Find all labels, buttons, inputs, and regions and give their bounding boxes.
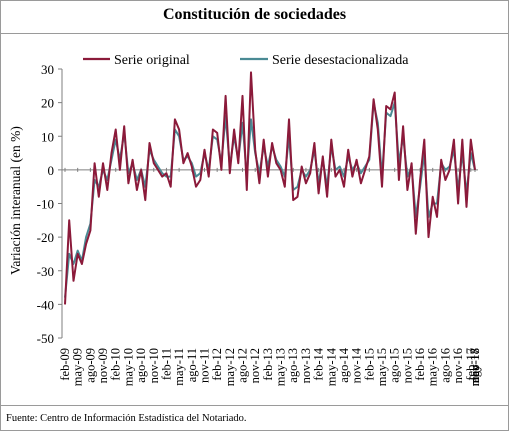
y-tick-label: 0 [48, 163, 55, 178]
x-tick-label: feb-09 [58, 348, 72, 381]
x-tick-label: may-10 [121, 348, 135, 386]
x-tick-label: feb-17 [464, 348, 478, 381]
y-axis-label: Variación interanual (en %) [8, 126, 23, 275]
x-tick-label: nov-13 [299, 348, 313, 383]
x-tick-label: nov-12 [248, 348, 262, 383]
x-tick-label: ago-10 [134, 348, 148, 383]
y-tick-label: -40 [37, 297, 54, 312]
y-tick-label: -50 [37, 331, 54, 346]
x-tick-label: may-17 [468, 348, 482, 386]
x-tick-label: ago-12 [236, 348, 250, 383]
chart-title: Constitución de sociedades [162, 6, 347, 23]
series-line-original [64, 71, 476, 305]
x-tick-label: nov-15 [400, 348, 414, 383]
source-note: Fuente: Centro de Información Estadístic… [6, 413, 247, 424]
x-tick-label: feb-14 [312, 347, 326, 380]
x-tick-label: nov-10 [147, 348, 161, 383]
x-tick-label: feb-11 [159, 348, 173, 380]
legend-label-desestacionalizada: Serie desestacionalizada [272, 53, 409, 68]
y-tick-label: 20 [41, 96, 54, 111]
x-tick-label: feb-10 [109, 348, 123, 381]
y-tick-label: -20 [37, 230, 54, 245]
footer-divider [0, 405, 509, 406]
x-tick-label: ago-17 [468, 348, 482, 383]
x-tick-label: ago-16 [438, 348, 452, 383]
x-tick-label: ago-13 [286, 348, 300, 383]
y-tick-label: -10 [37, 197, 54, 212]
x-tick-label: ago-09 [83, 348, 97, 383]
x-tick-label: may-14 [324, 347, 338, 386]
x-tick-label: feb-15 [362, 348, 376, 381]
x-tick-label: may-13 [274, 348, 288, 386]
x-tick-label: may-11 [172, 348, 186, 386]
x-tick-label: may-18 [468, 348, 482, 386]
y-tick-label: 30 [41, 62, 54, 77]
x-tick-label: feb-13 [261, 348, 275, 381]
legend-label-original: Serie original [114, 53, 190, 68]
x-tick-label: ago-15 [388, 348, 402, 383]
x-tick-label: nov-16 [451, 348, 465, 383]
x-tick-label: feb-16 [413, 348, 427, 381]
x-tick-label: nov-09 [96, 348, 110, 383]
x-tick-label: ago-14 [337, 347, 351, 382]
x-tick-label: may-12 [223, 348, 237, 386]
x-tick-label: feb-12 [210, 348, 224, 381]
x-tick-label: may-09 [71, 348, 85, 386]
title-divider [0, 33, 509, 34]
line-chart: -50 -40 -30 -20 -10 0 10 20 30 Variación interanu… [8, 53, 482, 386]
x-tick-label: may-15 [375, 348, 389, 386]
x-tick-label: nov-11 [197, 348, 211, 383]
x-tick-label: feb-18 [468, 348, 482, 381]
x-tick-label: nov-14 [350, 347, 364, 383]
y-tick-label: 10 [41, 129, 54, 144]
x-tick-label: may-16 [426, 348, 440, 386]
y-tick-label: -30 [37, 264, 54, 279]
x-tick-label: ago-11 [185, 348, 199, 382]
x-tick-label: nov-17 [468, 348, 482, 383]
